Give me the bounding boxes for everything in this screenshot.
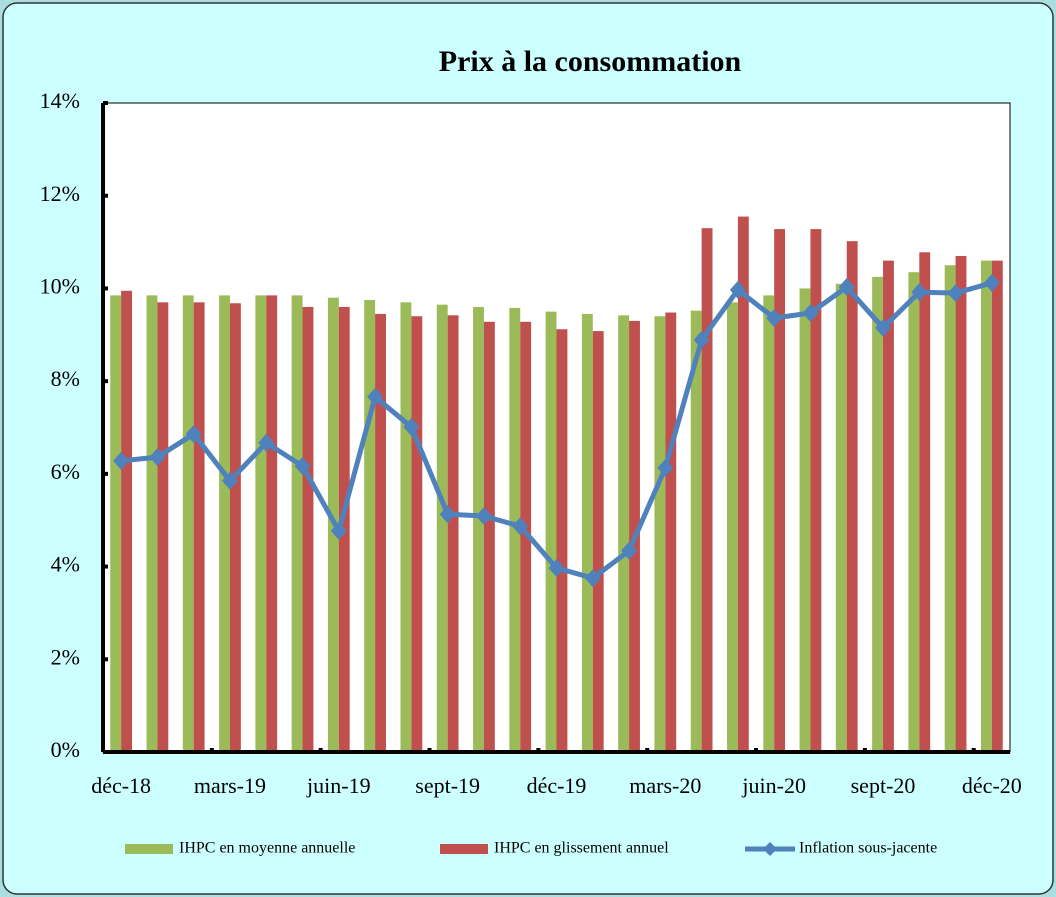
line-marker [149,448,166,467]
x-tick-label: sept-19 [415,773,480,798]
line-marker [947,284,964,303]
line-marker [367,387,384,406]
line-marker [802,303,819,322]
y-tick-label: 8% [51,366,80,391]
bar [991,260,1003,752]
line-marker [911,283,928,302]
bar [157,302,169,752]
bar [810,229,822,752]
bar [835,283,847,752]
bar [182,295,194,752]
y-tick-label: 14% [40,88,80,113]
y-tick-label: 2% [51,644,80,669]
line-marker [294,456,311,475]
bar [219,295,230,752]
line-marker [403,418,420,437]
y-tick-label: 0% [51,737,80,762]
legend-label: Inflation sous-jacente [799,840,937,857]
bar [592,331,604,752]
bar [400,302,412,752]
chart-title: Prix à la consommation [439,45,742,78]
bar [375,313,386,752]
legend-label: IHPC en moyenne annuelle [179,840,355,857]
bar [193,302,205,752]
x-tick-label: déc-20 [962,773,1022,798]
line-marker [330,521,347,540]
line-marker [693,330,710,349]
line-marker [621,541,638,560]
line-marker [548,558,565,577]
bar [737,216,749,752]
x-tick-label: mars-19 [194,773,266,798]
bar [110,295,122,752]
legend-swatch [125,844,173,854]
bar [618,315,630,752]
bar [436,304,448,752]
line-marker [766,309,783,328]
bar [763,295,775,752]
bar [774,229,786,752]
line-marker [875,318,892,337]
bar [509,307,521,752]
line-marker [512,517,529,536]
bar [291,295,303,752]
bar [447,315,459,752]
bar [146,295,158,752]
bar [255,295,267,752]
bar [980,260,992,752]
y-tick-label: 6% [51,459,80,484]
bar [908,272,920,752]
bar [944,265,956,752]
bar [654,316,666,752]
y-tick-label: 12% [40,181,80,206]
x-tick-label: déc-18 [91,773,151,798]
line-marker [729,280,746,299]
bar [411,316,423,752]
line-marker [657,458,674,477]
line-marker [584,569,601,588]
bar [473,306,484,752]
line-marker [838,278,855,297]
x-tick-label: juin-19 [306,773,371,798]
bar [229,303,241,752]
bar [364,300,376,752]
x-tick-label: mars-20 [629,773,701,798]
legend-swatch [440,844,488,854]
bar [121,290,133,752]
y-tick-label: 4% [51,552,80,577]
bar [690,310,702,752]
bar [483,321,495,752]
bar [665,312,677,752]
bar [266,295,278,752]
line-marker [185,424,202,443]
line-marker [221,471,238,490]
line-marker [475,507,492,526]
bar [520,321,532,752]
bar [846,241,858,752]
bar [701,228,713,752]
legend-swatch [763,842,777,856]
legend-label: IHPC en glissement annuel [494,840,669,857]
line-marker [439,505,456,524]
line-marker [983,273,1000,292]
bar [799,288,811,752]
x-tick-label: juin-20 [741,773,806,798]
x-tick-label: sept-20 [851,773,916,798]
line-marker [258,433,275,452]
bar [955,255,967,752]
bar [872,276,884,752]
line-marker [113,451,130,470]
bar [919,252,931,752]
bar [727,302,738,752]
bar [302,306,314,752]
bar [545,311,557,752]
bar [556,329,568,752]
x-tick-label: déc-19 [527,773,587,798]
bar [883,260,894,752]
y-tick-label: 10% [40,273,80,298]
bar [581,313,593,752]
